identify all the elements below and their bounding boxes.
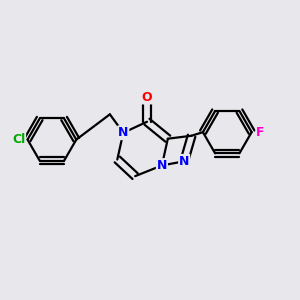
Text: F: F xyxy=(256,126,265,139)
Text: N: N xyxy=(118,126,128,139)
Text: O: O xyxy=(142,91,152,103)
Text: Cl: Cl xyxy=(12,133,25,146)
Text: N: N xyxy=(179,155,189,168)
Text: N: N xyxy=(157,159,167,172)
